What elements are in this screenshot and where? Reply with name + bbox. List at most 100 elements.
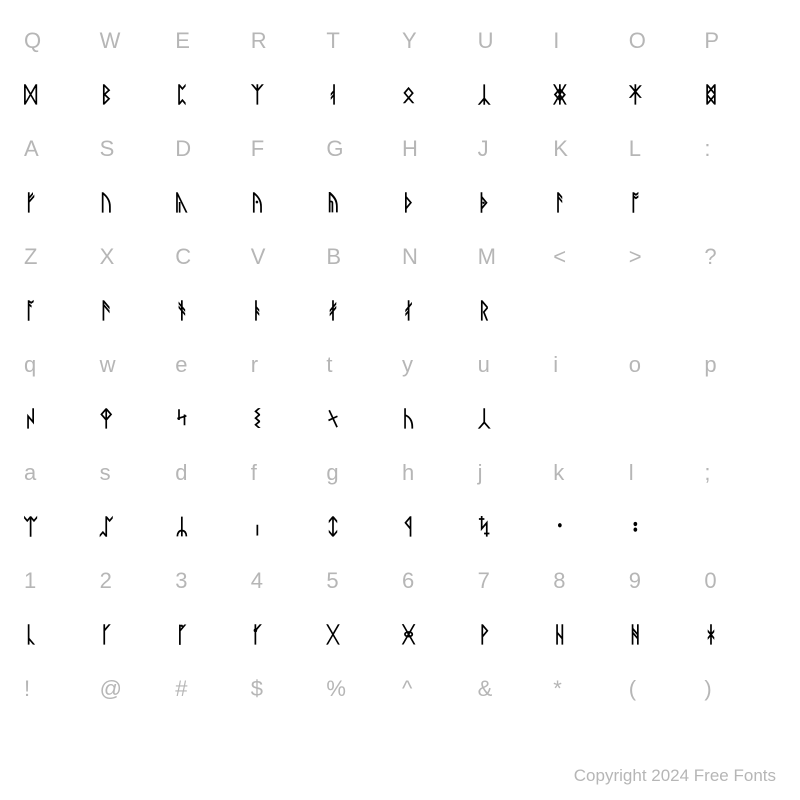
glyph: ᛠ <box>24 516 37 538</box>
glyph: ᛬ <box>629 516 642 538</box>
key-label: < <box>553 244 566 270</box>
glyph: ᚣ <box>175 192 188 214</box>
glyph: ᚳ <box>24 624 37 646</box>
glyph: ᚥ <box>326 192 339 214</box>
key-label: L <box>629 136 641 162</box>
key-label: S <box>100 136 115 162</box>
key-label: 3 <box>175 568 187 594</box>
glyph: ᚦ <box>402 192 415 214</box>
key-label: f <box>251 460 257 486</box>
key-label: e <box>175 352 187 378</box>
glyph: ᛥ <box>704 84 717 106</box>
key-label: Q <box>24 28 41 54</box>
key-label: w <box>100 352 116 378</box>
glyph: ᛦ <box>175 516 188 538</box>
key-label: R <box>251 28 267 54</box>
key-label: P <box>704 28 719 54</box>
glyph: ᚢ <box>100 192 113 214</box>
key-label: 7 <box>478 568 490 594</box>
key-label: k <box>553 460 564 486</box>
key-label: N <box>402 244 418 270</box>
key-label: o <box>629 352 641 378</box>
glyph: ᛳ <box>100 408 113 430</box>
key-label: T <box>326 28 339 54</box>
key-label: H <box>402 136 418 162</box>
key-label: a <box>24 460 36 486</box>
key-label: J <box>478 136 489 162</box>
key-label: @ <box>100 676 122 702</box>
key-label: Z <box>24 244 37 270</box>
glyph: ᛫ <box>553 516 566 538</box>
key-label: ( <box>629 676 636 702</box>
glyph: ᛶ <box>326 408 339 430</box>
key-label: 4 <box>251 568 263 594</box>
key-label: h <box>402 460 414 486</box>
key-label: 9 <box>629 568 641 594</box>
key-label: t <box>326 352 332 378</box>
glyph: ᚶ <box>251 624 264 646</box>
glyph: ᚩ <box>629 192 642 214</box>
key-label: > <box>629 244 642 270</box>
glyph: ᛤ <box>553 84 566 106</box>
key-label: W <box>100 28 121 54</box>
key-label: p <box>704 352 716 378</box>
glyph: ᚼ <box>704 624 717 646</box>
glyph: ᚷ <box>326 624 339 646</box>
glyph: ᚫ <box>100 300 113 322</box>
glyph: ᛷ <box>402 408 415 430</box>
key-label: r <box>251 352 258 378</box>
glyph: ᛒ <box>100 84 113 106</box>
glyph: ᚤ <box>251 192 264 214</box>
key-label: V <box>251 244 266 270</box>
key-label: E <box>175 28 190 54</box>
glyph: ᚻ <box>629 624 642 646</box>
glyph: ᚵ <box>175 624 188 646</box>
glyph: ᛢ <box>100 516 113 538</box>
glyph: ᛵ <box>251 408 264 430</box>
key-label: u <box>478 352 490 378</box>
key-label: j <box>478 460 483 486</box>
key-label: ^ <box>402 676 412 702</box>
key-label: l <box>629 460 634 486</box>
key-label: & <box>478 676 493 702</box>
glyph: ᚯ <box>326 300 339 322</box>
copyright-text: Copyright 2024 Free Fonts <box>574 766 776 786</box>
glyph: ᛩ <box>402 516 415 538</box>
key-label: 6 <box>402 568 414 594</box>
glyph: ᚬ <box>175 300 188 322</box>
key-label: A <box>24 136 39 162</box>
key-label: U <box>478 28 494 54</box>
glyph: ᛧ <box>251 516 264 538</box>
glyph: ᛈ <box>175 84 188 106</box>
glyph: ᛲ <box>24 408 37 430</box>
key-label: Y <box>402 28 417 54</box>
key-label: K <box>553 136 568 162</box>
key-label: X <box>100 244 115 270</box>
key-label: C <box>175 244 191 270</box>
glyph: ᚰ <box>402 300 415 322</box>
key-label: : <box>704 136 710 162</box>
glyph: ᛴ <box>175 408 188 430</box>
glyph: ᚪ <box>24 300 37 322</box>
glyph: ᛡ <box>629 84 642 106</box>
key-label: D <box>175 136 191 162</box>
key-label: * <box>553 676 562 702</box>
key-label: 5 <box>326 568 338 594</box>
key-label: % <box>326 676 346 702</box>
glyph: ᚴ <box>100 624 113 646</box>
glyph: ᚧ <box>478 192 491 214</box>
glyph: ᛪ <box>478 516 491 538</box>
glyph: ᚺ <box>553 624 566 646</box>
glyph: ᛨ <box>326 516 339 538</box>
key-label: B <box>326 244 341 270</box>
glyph: ᚮ <box>326 84 339 106</box>
glyph: ᛞ <box>24 84 37 106</box>
glyph: ᛸ <box>478 408 491 430</box>
key-label: F <box>251 136 264 162</box>
key-label: ! <box>24 676 30 702</box>
key-label: ? <box>704 244 716 270</box>
key-label: 8 <box>553 568 565 594</box>
key-label: d <box>175 460 187 486</box>
glyph: ᚱ <box>478 300 491 322</box>
key-label: y <box>402 352 413 378</box>
